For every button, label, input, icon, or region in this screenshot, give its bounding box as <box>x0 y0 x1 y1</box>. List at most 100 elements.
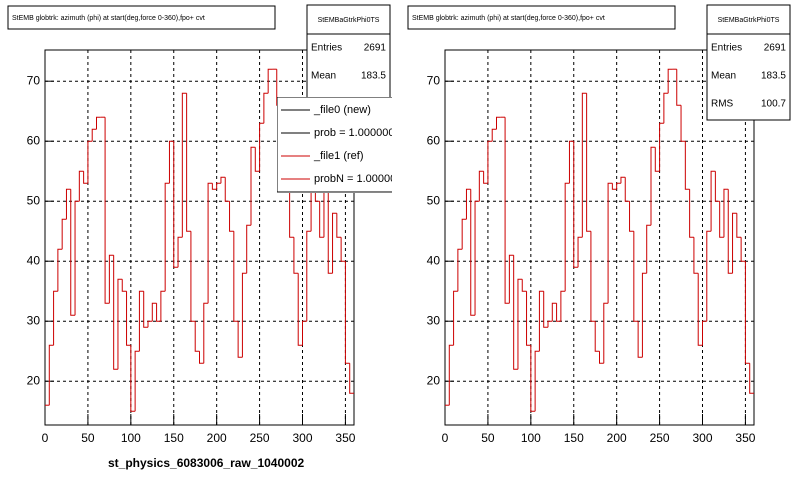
y-tick-label: 20 <box>27 373 41 387</box>
legend-label: probN = 1.000000 <box>314 173 402 185</box>
histogram-bin <box>461 218 467 250</box>
x-tick-label: 350 <box>735 431 755 445</box>
histogram-bin <box>211 183 217 190</box>
histogram-bin <box>344 261 350 364</box>
histogram-bin <box>487 140 493 184</box>
histogram-bin <box>117 278 123 370</box>
histogram-bin <box>684 141 690 190</box>
histogram-bin <box>194 321 200 352</box>
histogram-bin <box>659 122 664 172</box>
y-tick-label: 30 <box>27 313 41 327</box>
chart-title: StEMB globtrk: azimuth (phi) at start(de… <box>12 15 205 22</box>
histogram-bin <box>470 189 476 316</box>
histogram-bin <box>599 351 604 364</box>
histogram-bin <box>478 170 484 202</box>
histogram-bin <box>573 141 579 268</box>
histogram-bin <box>108 254 114 304</box>
histogram-bin <box>457 248 463 292</box>
histogram-bin <box>534 350 540 412</box>
histogram-bin <box>517 278 523 370</box>
histogram-bin <box>714 171 720 202</box>
histogram-bin <box>581 92 587 238</box>
x-tick-label: 150 <box>164 431 184 445</box>
histogram-bin <box>104 117 110 304</box>
histogram-bin <box>483 171 488 184</box>
histogram-bin <box>727 189 733 274</box>
histogram-bin <box>568 140 574 184</box>
histogram-bin <box>263 92 269 124</box>
x-tick-label: 250 <box>250 431 270 445</box>
histogram-bin <box>526 291 531 346</box>
stats-value: 2691 <box>764 43 787 54</box>
y-tick-label: 50 <box>27 193 41 207</box>
histogram-bin <box>207 182 213 304</box>
histogram-bin <box>551 302 557 322</box>
histogram-bin <box>611 183 617 190</box>
histogram-bin <box>302 320 307 346</box>
histogram-bin <box>530 345 536 412</box>
histogram-bin <box>654 147 660 172</box>
title-box <box>7 5 276 30</box>
histogram-bin <box>680 105 686 142</box>
stats-label: Entries <box>311 43 342 54</box>
x-tick-label: 300 <box>692 431 712 445</box>
stats-label: Mean <box>711 71 736 82</box>
stats-label: Mean <box>311 71 336 82</box>
histogram-bin <box>749 363 754 394</box>
stats-box <box>706 4 791 121</box>
y-tick-label: 70 <box>27 73 41 87</box>
histogram-bin <box>156 303 161 322</box>
histogram-bin <box>237 321 243 358</box>
histogram-bin <box>246 224 251 274</box>
histogram-bin <box>259 122 264 172</box>
histogram-bin <box>620 176 626 184</box>
histogram-bin <box>306 230 312 322</box>
histogram-bin <box>676 69 682 106</box>
histogram-bin <box>586 93 591 232</box>
y-tick-label: 30 <box>427 313 441 327</box>
title-box <box>407 5 676 30</box>
x-tick-label: 350 <box>335 431 355 445</box>
histogram-bin <box>564 182 570 292</box>
histogram-bin <box>91 128 97 142</box>
histogram-bin <box>633 231 639 322</box>
y-tick-label: 70 <box>427 73 441 87</box>
histogram-bin <box>603 302 609 364</box>
histogram-bin <box>744 261 750 364</box>
histogram-bin <box>229 201 234 232</box>
histogram-bin <box>332 212 337 274</box>
histogram-bin <box>241 272 247 358</box>
stats-value: 2691 <box>364 43 387 54</box>
histogram-bin <box>53 290 58 346</box>
histogram-bin <box>508 254 514 304</box>
histogram-bin <box>594 321 600 352</box>
histogram-bin <box>637 321 643 358</box>
histogram-bin <box>496 116 501 130</box>
histogram-bin <box>650 146 656 226</box>
histogram-bin <box>740 237 746 262</box>
histogram-bin <box>267 68 273 94</box>
x-tick-label: 100 <box>521 431 541 445</box>
x-tick-label: 200 <box>607 431 627 445</box>
x-tick-label: 0 <box>442 431 449 445</box>
histogram-bin <box>538 290 544 352</box>
histogram-bin <box>233 231 239 322</box>
histogram-bin <box>61 218 67 250</box>
histogram-bin <box>702 320 707 346</box>
histogram-bin <box>297 273 303 346</box>
histogram-bin <box>723 188 729 238</box>
histogram-bin <box>646 224 651 274</box>
stats-value: 183.5 <box>361 71 386 82</box>
histogram-bin <box>254 147 260 172</box>
histogram-bin <box>138 290 144 352</box>
y-tick-label: 40 <box>427 253 441 267</box>
histogram-bin <box>78 170 84 202</box>
histogram-bin <box>216 182 221 190</box>
histogram-bin <box>87 140 93 184</box>
histogram-bin <box>590 231 596 322</box>
histogram-bin <box>689 189 694 238</box>
histogram-bin <box>250 146 256 226</box>
histogram-bin <box>121 279 127 292</box>
histogram-bin <box>521 279 527 292</box>
